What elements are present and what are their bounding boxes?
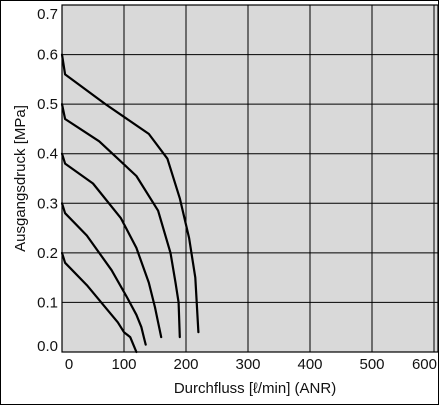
x-tick-label: 600 (412, 356, 437, 373)
x-tick-label: 200 (173, 356, 198, 373)
x-tick-label: 500 (359, 356, 384, 373)
x-axis-label: Durchfluss [ℓ/min] (ANR) (174, 380, 336, 397)
series-line-4 (60, 103, 181, 339)
y-tick-label: 0.2 (37, 245, 58, 262)
series-line-2 (60, 202, 147, 346)
x-tick-label: 400 (297, 356, 322, 373)
y-tick-label: 0.5 (37, 96, 58, 113)
x-axis-ticks: 0 100 200 300 400 500 600 (65, 356, 437, 373)
y-tick-label: 0.4 (37, 146, 58, 163)
y-axis-label: Ausgangsdruck [MPa] (12, 105, 29, 252)
y-tick-label: 0.7 (37, 6, 58, 23)
y-tick-label: 0.3 (37, 195, 58, 212)
x-tick-label: 300 (235, 356, 260, 373)
x-tick-label: 0 (65, 356, 73, 373)
series-line-3 (60, 152, 163, 339)
y-tick-label: 0.0 (37, 338, 58, 355)
x-tick-label: 100 (111, 356, 136, 373)
plot-background (61, 4, 439, 353)
y-tick-label: 0.1 (37, 294, 58, 311)
curve-group (60, 53, 200, 354)
series-line-5 (60, 53, 200, 334)
y-tick-label: 0.6 (37, 47, 58, 64)
series-line-1 (60, 251, 138, 354)
y-axis-ticks: 0.0 0.1 0.2 0.3 0.4 0.5 0.6 0.7 (37, 6, 58, 355)
